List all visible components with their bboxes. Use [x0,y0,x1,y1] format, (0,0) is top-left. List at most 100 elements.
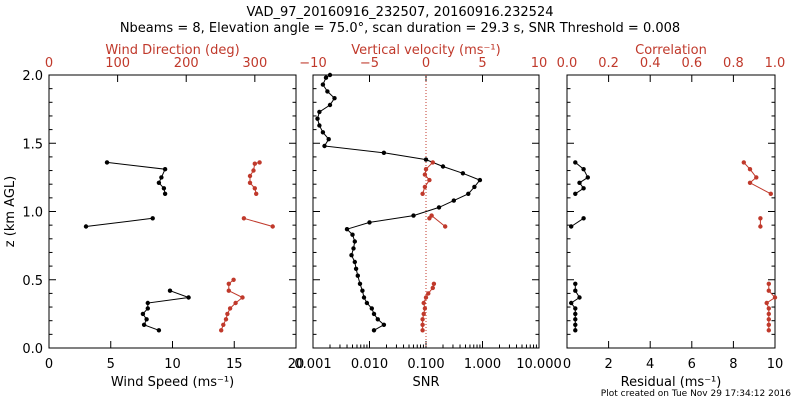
x2-tick-label: 200 [174,56,199,71]
data-point [320,82,326,87]
data-point [573,288,578,293]
data-point [257,160,262,165]
data-point [327,102,333,108]
data-point [315,116,320,121]
series-line [106,161,166,194]
data-point [355,273,360,278]
series-red [219,160,275,333]
data-point [381,322,387,327]
data-point [233,300,238,306]
data-point [223,317,229,322]
x2-tick-label: 1.0 [765,56,786,71]
x-tick-label: 20 [288,357,305,372]
x-tick-label: 0 [45,357,53,372]
data-point [186,295,191,300]
data-point [741,160,746,165]
x2-tick-label: −5 [360,56,379,71]
data-point [317,123,322,128]
data-point [577,180,582,185]
data-point [429,213,434,218]
data-point [472,184,477,190]
data-point [569,300,574,306]
x2-axis-label: Vertical velocity (ms⁻¹) [351,43,500,58]
x-tick-label: 10 [767,357,784,372]
data-point [423,167,429,172]
data-point [440,164,446,169]
x-tick-label: 10 [164,357,181,372]
x-tick-label: 6 [688,357,696,372]
data-point [162,191,168,196]
data-point [443,224,448,229]
data-point [320,130,326,135]
data-point [144,317,149,322]
data-point [326,137,331,142]
x2-tick-label: 0 [45,56,53,71]
data-point [768,191,773,196]
series-line [243,217,273,227]
data-point [156,328,162,333]
data-point [327,72,333,78]
x2-tick-label: 0.4 [640,56,661,71]
data-point [420,191,425,196]
y-tick-label: 0.0 [22,342,43,357]
x2-axis-label: Correlation [635,43,707,58]
plot-created-footer: Plot created on Tue Nov 29 17:34:12 2016 [601,389,791,399]
data-point [361,295,367,300]
series-line [422,162,434,194]
x2-tick-label: 5 [478,56,486,71]
data-point [451,198,456,203]
x-axis-label: Wind Speed (ms⁻¹) [111,375,234,390]
data-point [427,177,432,183]
data-point [573,322,578,327]
data-point [766,322,771,327]
data-point [375,317,380,322]
series-line [570,217,584,227]
series-line [142,290,189,331]
data-point [581,216,586,221]
data-point [225,311,230,317]
x2-tick-label: 0.8 [723,56,744,71]
data-point [252,161,257,166]
data-point [423,295,429,300]
data-point [357,281,363,286]
x2-tick-label: 300 [242,56,267,71]
figure-title: VAD_97_20160916_232507, 20160916.232524 [247,5,554,20]
data-point [369,306,374,311]
data-point [83,224,89,229]
data-point [323,75,329,80]
data-point [766,306,771,311]
data-point [150,216,155,221]
data-point [466,191,471,196]
data-point [436,205,442,210]
data-point [317,109,322,115]
data-point [422,306,428,311]
data-point [420,328,425,333]
data-point [381,150,387,155]
x-tick-label: 4 [646,357,654,372]
data-point [349,253,354,258]
data-point [350,232,355,237]
data-point [766,317,771,322]
data-point [247,173,253,179]
x-tick-label: 15 [226,357,243,372]
data-point [747,180,753,185]
data-point [252,186,257,191]
series-black [569,160,590,333]
y-tick-label: 0.5 [22,274,43,289]
x-tick-label: 0.010 [351,357,388,372]
data-point [156,180,162,185]
data-point [577,295,582,300]
x2-tick-label: 0.0 [557,56,578,71]
x2-tick-label: 0.2 [598,56,619,71]
data-point [573,281,578,286]
series-black [315,72,483,333]
data-point [421,311,426,317]
series-line [220,279,244,331]
data-point [430,285,435,291]
data-point [162,167,168,172]
panel-1: 0 5 10 15 20 Wind Speed (ms⁻¹) 0 100 200 300Wind … [3,43,304,390]
x-tick-label: 0.001 [294,357,331,372]
data-point [581,186,586,191]
x-tick-label: 2 [604,357,612,372]
